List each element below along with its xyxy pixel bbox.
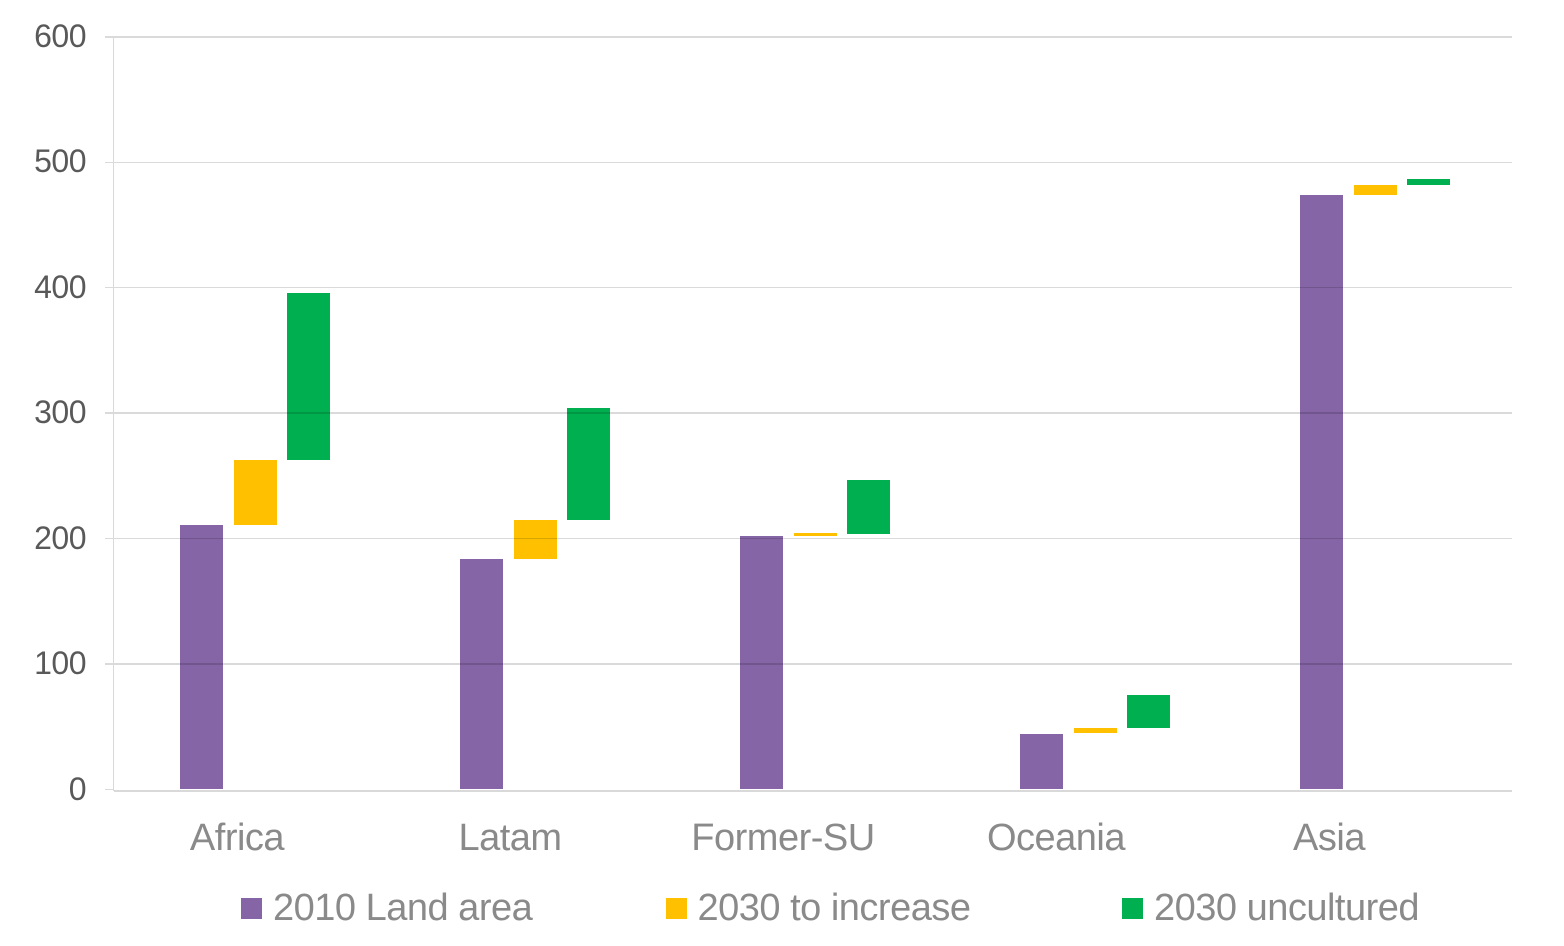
- y-axis-label-600: 600: [34, 17, 86, 54]
- legend-item-2010-land-area: 2010 Land area: [241, 885, 533, 931]
- bar-2030-to-increase-asia: [1353, 184, 1397, 195]
- y-tick-200: [105, 537, 114, 540]
- bar-2030-uncultured-latam: [567, 408, 610, 520]
- y-tick-300: [105, 412, 114, 414]
- y-axis-label-300: 300: [34, 394, 86, 431]
- bar-2030-uncultured-former-su: [847, 479, 890, 535]
- legend-label: 2010 Land area: [273, 887, 533, 929]
- bar-2030-uncultured-africa: [287, 292, 330, 460]
- bar-2010-land-area-oceania: [1020, 734, 1063, 790]
- y-axis-label-100: 100: [34, 645, 86, 682]
- legend-swatch-icon: [241, 897, 262, 919]
- y-tick-400: [105, 286, 114, 289]
- bar-2010-land-area-africa: [180, 524, 223, 790]
- gridline-200: [114, 537, 1512, 540]
- legend-swatch-icon: [1122, 897, 1143, 919]
- legend-label: 2030 to increase: [697, 887, 971, 929]
- x-axis-label-africa: Africa: [189, 817, 285, 859]
- bar-2030-to-increase-latam: [513, 519, 557, 559]
- y-tick-0: [105, 788, 114, 791]
- gridline-600: [114, 36, 1512, 38]
- bar-2010-land-area-former-su: [740, 536, 783, 790]
- y-axis-label-500: 500: [34, 143, 86, 180]
- legend-swatch-icon: [665, 897, 687, 919]
- gridline-400: [114, 286, 1512, 289]
- y-tick-100: [105, 663, 114, 665]
- y-axis-line: [112, 36, 114, 792]
- gridline-500: [114, 161, 1512, 163]
- gridline-300: [114, 412, 1512, 414]
- y-axis-label-200: 200: [34, 519, 86, 556]
- bar-2030-to-increase-oceania: [1073, 728, 1117, 734]
- bar-2030-uncultured-oceania: [1127, 695, 1170, 729]
- bar-2030-to-increase-africa: [233, 459, 277, 525]
- gridline-100: [114, 663, 1512, 665]
- x-axis-label-former-su: Former-SU: [691, 817, 875, 859]
- x-axis-baseline: [114, 789, 1512, 792]
- x-axis-label-oceania: Oceania: [986, 817, 1126, 859]
- bar-2030-uncultured-asia: [1407, 179, 1450, 185]
- legend-item-2030-uncultured: 2030 uncultured: [1122, 885, 1420, 931]
- legend-item-2030-to-increase: 2030 to increase: [665, 885, 971, 931]
- legend-label: 2030 uncultured: [1154, 887, 1420, 929]
- y-tick-600: [105, 36, 114, 38]
- y-tick-500: [105, 161, 114, 163]
- y-axis-label-400: 400: [34, 268, 86, 305]
- bar-2030-to-increase-former-su: [793, 532, 837, 537]
- x-axis-label-latam: Latam: [458, 817, 562, 859]
- bar-2010-land-area-asia: [1300, 194, 1343, 790]
- x-axis-label-asia: Asia: [1293, 817, 1365, 859]
- bar-2010-land-area-latam: [460, 558, 503, 790]
- y-axis-label-0: 0: [68, 770, 87, 807]
